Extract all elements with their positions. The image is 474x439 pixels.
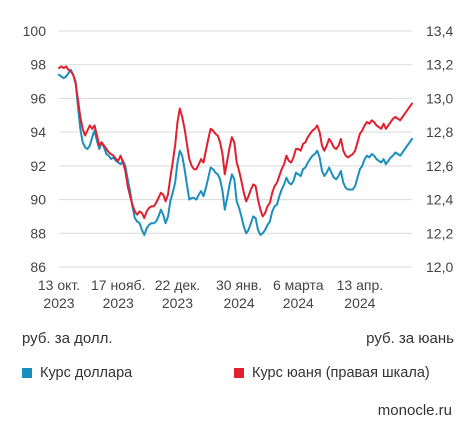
left-tick-label: 94 bbox=[30, 124, 46, 140]
x-axis-ticks: 13 окт. 2023 17 нояб. 2023 22 дек. 2023 30 янв… bbox=[38, 277, 383, 311]
legend-swatch-cny bbox=[234, 368, 244, 378]
source-credit: monocle.ru bbox=[377, 402, 452, 419]
left-tick-label: 100 bbox=[23, 23, 47, 39]
legend-item-cny: Курс юаня (правая шкала) bbox=[234, 365, 430, 381]
left-tick-label: 92 bbox=[30, 158, 46, 174]
left-tick-label: 90 bbox=[30, 192, 46, 208]
gridlines bbox=[59, 30, 412, 268]
x-tick-label: 13 апр. bbox=[337, 277, 384, 293]
left-tick-label: 96 bbox=[30, 90, 46, 106]
right-axis-ticks: 12,0 12,2 12,4 12,6 12,8 13,0 13,2 13,4 bbox=[426, 23, 453, 275]
right-tick-label: 12,2 bbox=[426, 225, 453, 241]
x-tick-label: 22 дек. bbox=[155, 277, 200, 293]
left-tick-label: 86 bbox=[30, 259, 46, 275]
series-line-cny bbox=[58, 65, 413, 220]
x-tick-label: 17 нояб. bbox=[91, 277, 145, 293]
series-layer bbox=[58, 65, 413, 236]
left-tick-label: 88 bbox=[30, 225, 46, 241]
x-tick-year: 2023 bbox=[103, 295, 134, 311]
right-tick-label: 13,4 bbox=[426, 23, 453, 39]
legend-item-usd: Курс доллара bbox=[22, 365, 132, 381]
legend-label-usd: Курс доллара bbox=[40, 365, 133, 381]
left-axis-unit: руб. за долл. bbox=[22, 330, 113, 347]
right-tick-label: 13,2 bbox=[426, 57, 453, 73]
right-axis-unit: руб. за юань bbox=[366, 330, 454, 347]
x-tick-year: 2024 bbox=[344, 295, 375, 311]
x-tick-label: 6 марта bbox=[273, 277, 324, 293]
legend-swatch-usd bbox=[22, 368, 32, 378]
right-tick-label: 13,0 bbox=[426, 90, 453, 106]
x-tick-year: 2024 bbox=[283, 295, 314, 311]
x-tick-year: 2023 bbox=[162, 295, 193, 311]
x-tick-label: 30 янв. bbox=[216, 277, 262, 293]
right-tick-label: 12,0 bbox=[426, 259, 453, 275]
x-tick-label: 13 окт. bbox=[38, 277, 80, 293]
legend-label-cny: Курс юаня (правая шкала) bbox=[252, 365, 430, 381]
x-tick-year: 2023 bbox=[43, 295, 74, 311]
right-tick-label: 12,8 bbox=[426, 124, 453, 140]
x-tick-year: 2024 bbox=[223, 295, 254, 311]
chart-plot: 86 88 90 92 94 96 98 100 12,0 12,2 12,4 12,6 12,8 13… bbox=[23, 23, 454, 311]
left-axis-ticks: 86 88 90 92 94 96 98 100 bbox=[23, 23, 47, 275]
left-tick-label: 98 bbox=[30, 57, 46, 73]
right-tick-label: 12,6 bbox=[426, 158, 453, 174]
right-tick-label: 12,4 bbox=[426, 192, 453, 208]
series-line-usd bbox=[58, 68, 413, 236]
